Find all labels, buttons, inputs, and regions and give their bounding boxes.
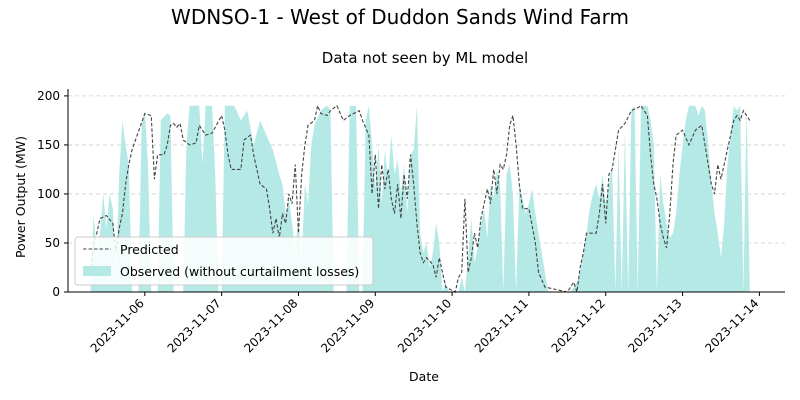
y-tick-label: 200 [37,89,60,103]
x-tick-label: 2023-11-08 [241,296,300,355]
y-tick-label: 100 [37,187,60,201]
x-tick-label: 2023-11-13 [625,296,684,355]
legend-frame [74,236,374,286]
y-tick-label: 150 [37,138,60,152]
predicted-line-series [89,103,751,293]
y-axis-label: Power Output (MW) [13,136,28,258]
y-axis-ticks: 0 50 100 150 200 [37,89,68,299]
x-axis-label: Date [409,369,439,384]
legend-predicted-label: Predicted [120,242,179,257]
y-tick-label: 0 [52,285,60,299]
x-tick-label: 2023-11-06 [88,296,147,355]
x-tick-label: 2023-11-09 [318,296,377,355]
axes [67,89,785,293]
x-tick-label: 2023-11-11 [472,296,531,355]
x-tick-label: 2023-11-12 [549,296,608,355]
x-axis-ticks: 2023-11-06 2023-11-07 2023-11-08 2023-11-09… [88,292,762,355]
legend-observed-label: Observed (without curtailment losses) [120,264,359,279]
x-tick-label: 2023-11-14 [702,296,761,355]
legend-observed-swatch [83,266,111,276]
legend: Predicted Observed (without curtailment … [74,236,374,286]
chart-subtitle: Data not seen by ML model [322,49,528,67]
y-tick-label: 50 [45,236,60,250]
x-tick-label: 2023-11-10 [395,296,454,355]
x-tick-label: 2023-11-07 [165,296,224,355]
chart-title: WDNSO-1 - West of Duddon Sands Wind Farm [171,5,629,29]
